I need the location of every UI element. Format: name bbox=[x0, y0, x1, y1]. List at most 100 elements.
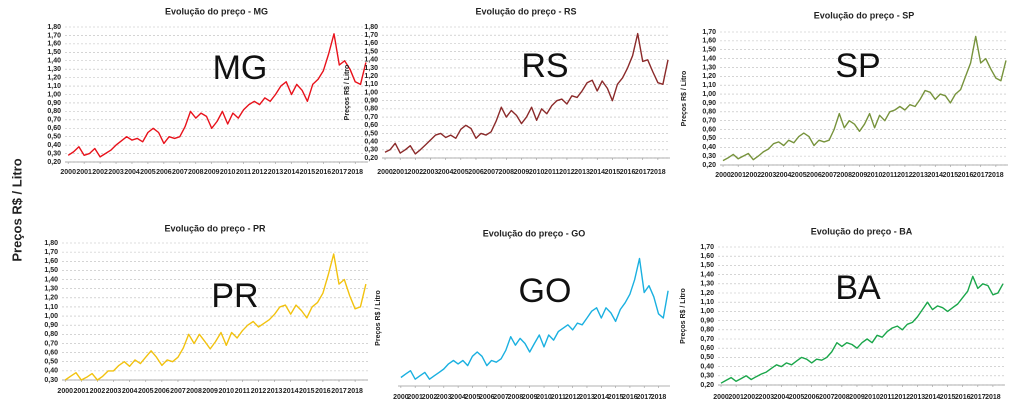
annotation: RS bbox=[521, 47, 568, 85]
annotation: BA bbox=[835, 269, 881, 307]
x-tick-label: 2008 bbox=[186, 388, 202, 395]
y-tick-label: 1,40 bbox=[364, 57, 378, 64]
line bbox=[722, 35, 1007, 162]
x-tick-label: 2007 bbox=[172, 169, 188, 176]
x-tick-label: 2006 bbox=[156, 169, 172, 176]
x-tick-label: 2003 bbox=[423, 169, 439, 176]
x-tick-label: 2004 bbox=[438, 169, 454, 176]
x-tick-label: 2004 bbox=[774, 394, 790, 401]
x-tick-label: 2008 bbox=[837, 172, 853, 179]
x-tick-label: 2013 bbox=[268, 169, 284, 176]
y-tick-label: 1,50 bbox=[47, 49, 61, 56]
x-tick-label: 2007 bbox=[493, 394, 509, 401]
annotation: PR bbox=[211, 277, 258, 315]
x-tick-label: 2014 bbox=[593, 394, 609, 401]
y-tick-label: 0,50 bbox=[700, 354, 714, 361]
y-tick-label: 1,20 bbox=[702, 73, 716, 80]
x-tick-label: 2000 bbox=[393, 394, 409, 401]
x-tick-label: 2001 bbox=[407, 394, 423, 401]
y-tick-label: 0,30 bbox=[44, 377, 58, 384]
y-tick-label: 0,80 bbox=[364, 106, 378, 113]
x-tick-label: 2001 bbox=[392, 169, 408, 176]
y-tick-label: 1,50 bbox=[700, 262, 714, 269]
chart-title: Evolução do preço - RS bbox=[475, 6, 576, 16]
x-tick-label: 2015 bbox=[608, 394, 624, 401]
y-tick-label: 0,80 bbox=[47, 108, 61, 115]
y-tick-label: 1,30 bbox=[47, 66, 61, 73]
x-tick-label: 2018 bbox=[985, 394, 1001, 401]
chart: Evolução do preço - BA 0,20 0,30 0,40 0,50 0,… bbox=[680, 226, 1005, 401]
x-tick-label: 2010 bbox=[220, 169, 236, 176]
x-tick-label: 2014 bbox=[283, 388, 299, 395]
x-tick-label: 2007 bbox=[483, 169, 499, 176]
x-tick-label: 2008 bbox=[508, 394, 524, 401]
x-tick-label: 2010 bbox=[864, 394, 880, 401]
x-tick-label: 2007 bbox=[819, 394, 835, 401]
y-tick-label: 0,50 bbox=[702, 135, 716, 142]
chart-title: Evolução do preço - PR bbox=[164, 223, 266, 233]
y-tick-label: 1,30 bbox=[702, 64, 716, 71]
y-tick-label: 0,60 bbox=[700, 345, 714, 352]
y-tick-label: 1,60 bbox=[44, 258, 58, 265]
y-tick-label: 0,70 bbox=[700, 336, 714, 343]
y-tick-label: 1,60 bbox=[47, 41, 61, 48]
y-tick-label: 1,00 bbox=[700, 308, 714, 315]
y-tick-label: 1,80 bbox=[364, 24, 378, 31]
x-tick-label: 2010 bbox=[536, 394, 552, 401]
y-tick-label: 1,30 bbox=[700, 281, 714, 288]
y-tick-label: 1,40 bbox=[44, 276, 58, 283]
y-tick-label: 0,50 bbox=[47, 134, 61, 141]
x-tick-label: 2015 bbox=[605, 169, 621, 176]
x-tick-label: 2006 bbox=[479, 394, 495, 401]
y-axis-label: Preços R$ / Litro bbox=[681, 71, 688, 127]
y-tick-label: 0,20 bbox=[700, 382, 714, 389]
x-tick-label: 2006 bbox=[154, 388, 170, 395]
x-tick-label: 2002 bbox=[422, 394, 438, 401]
y-tick-label: 0,40 bbox=[702, 144, 716, 151]
x-tick-label: 2016 bbox=[958, 172, 974, 179]
y-tick-label: 0,40 bbox=[700, 363, 714, 370]
y-tick-label: 0,40 bbox=[364, 138, 378, 145]
x-tick-label: 2017 bbox=[636, 394, 652, 401]
y-tick-label: 1,50 bbox=[44, 267, 58, 274]
y-tick-label: 1,10 bbox=[47, 83, 61, 90]
x-tick-label: 2004 bbox=[122, 388, 138, 395]
y-tick-label: 0,90 bbox=[364, 98, 378, 105]
x-tick-label: 2012 bbox=[894, 394, 910, 401]
y-tick-label: 0,90 bbox=[702, 100, 716, 107]
x-tick-label: 2000 bbox=[715, 172, 731, 179]
chart-title: Evolução do preço - BA bbox=[811, 226, 913, 236]
x-tick-label: 2000 bbox=[377, 169, 393, 176]
y-tick-label: 0,60 bbox=[364, 122, 378, 129]
y-tick-label: 1,20 bbox=[47, 74, 61, 81]
side-label: Preços R$ / Litro bbox=[9, 158, 24, 261]
x-tick-label: 2001 bbox=[74, 388, 90, 395]
x-tick-label: 2008 bbox=[834, 394, 850, 401]
x-tick-label: 2014 bbox=[925, 394, 941, 401]
y-tick-label: 1,20 bbox=[44, 295, 58, 302]
y-tick-label: 0,90 bbox=[44, 322, 58, 329]
annotation: SP bbox=[835, 47, 880, 85]
y-tick-label: 0,40 bbox=[47, 142, 61, 149]
x-tick-label: 2006 bbox=[806, 172, 822, 179]
x-tick-label: 2001 bbox=[728, 394, 744, 401]
y-tick-label: 1,40 bbox=[702, 55, 716, 62]
y-tick-label: 0,50 bbox=[44, 359, 58, 366]
chart: Evolução do preço - RS0,200,300,400,500,… bbox=[344, 6, 670, 176]
x-tick-label: 2004 bbox=[124, 169, 140, 176]
y-tick-label: 1,70 bbox=[364, 32, 378, 39]
y-tick-label: 1,70 bbox=[47, 32, 61, 39]
chart: Evolução do preço - PR 0,30 0,40 0,50 0,60 0,… bbox=[44, 223, 368, 395]
x-tick-label: 2017 bbox=[635, 169, 651, 176]
x-tick-label: 2015 bbox=[300, 169, 316, 176]
y-axis-label: Preços R$ / Litro bbox=[375, 290, 382, 346]
y-tick-label: 0,70 bbox=[364, 114, 378, 121]
x-tick-label: 2010 bbox=[529, 169, 545, 176]
y-tick-label: 1,10 bbox=[44, 304, 58, 311]
x-tick-label: 2000 bbox=[57, 388, 73, 395]
x-tick-label: 2002 bbox=[746, 172, 762, 179]
y-tick-label: 0,80 bbox=[702, 109, 716, 116]
x-tick-label: 2012 bbox=[251, 388, 267, 395]
y-tick-label: 0,60 bbox=[44, 349, 58, 356]
y-tick-label: 0,20 bbox=[47, 159, 61, 166]
